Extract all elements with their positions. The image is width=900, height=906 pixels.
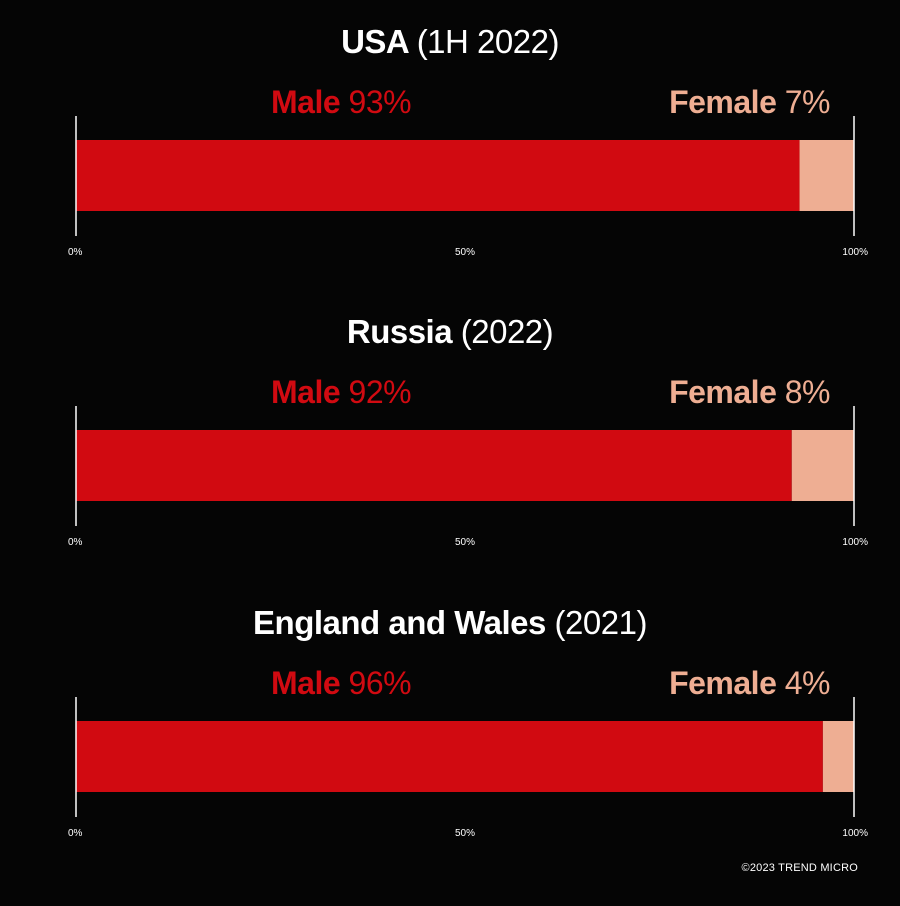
tick-label-100: 100% bbox=[842, 537, 868, 548]
female-series-name: Female bbox=[669, 84, 777, 120]
tick-label-100: 100% bbox=[842, 828, 868, 839]
male-series-name: Male bbox=[271, 84, 341, 120]
male-share-value: 93% bbox=[348, 84, 412, 120]
female-series-name: Female bbox=[669, 665, 777, 701]
male-series-name: Male bbox=[271, 374, 341, 410]
bar-segment-female bbox=[822, 721, 854, 792]
tick-label-50: 50% bbox=[455, 247, 475, 258]
male-share-value: 96% bbox=[348, 665, 412, 701]
female-share-value: 8% bbox=[784, 374, 831, 410]
chart-title-russia: Russia (2022) bbox=[0, 312, 900, 352]
tick-label-100: 100% bbox=[842, 247, 868, 258]
female-share-value: 4% bbox=[784, 665, 831, 701]
bar-segment-male bbox=[76, 721, 823, 792]
female-series-name: Female bbox=[669, 374, 777, 410]
bar-segment-male bbox=[76, 140, 800, 211]
chart-title-period: (2022) bbox=[460, 313, 554, 350]
copyright-footer: ©2023 TREND MICRO bbox=[741, 862, 858, 874]
tick-label-0: 0% bbox=[68, 537, 83, 548]
tick-label-0: 0% bbox=[68, 828, 83, 839]
chart-svg-russia: 0% 50% 100% bbox=[68, 406, 868, 548]
male-share-label: Male 96% bbox=[271, 663, 412, 703]
bar-segment-female bbox=[799, 140, 854, 211]
male-share-label: Male 93% bbox=[271, 82, 412, 122]
chart-title-period: (2021) bbox=[554, 604, 648, 641]
male-share-label: Male 92% bbox=[271, 372, 412, 412]
chart-title-period: (1H 2022) bbox=[416, 23, 560, 60]
chart-svg-usa: 0% 50% 100% bbox=[68, 116, 868, 258]
female-share-label: Female 8% bbox=[669, 372, 830, 412]
female-share-label: Female 4% bbox=[669, 663, 830, 703]
chart-title-england-wales: England and Wales (2021) bbox=[0, 603, 900, 643]
male-series-name: Male bbox=[271, 665, 341, 701]
chart-panel-russia: 0% 50% 100% Russia (2022) Male 92% Female … bbox=[0, 290, 900, 580]
chart-panel-england-wales: 0% 50% 100% England and Wales (2021) Male … bbox=[0, 581, 900, 871]
female-share-value: 7% bbox=[784, 84, 831, 120]
male-share-value: 92% bbox=[348, 374, 412, 410]
chart-panel-usa: 0% 50% 100% USA (1H 2022) Male 93% Female … bbox=[0, 0, 900, 290]
chart-title-usa: USA (1H 2022) bbox=[0, 22, 900, 62]
chart-title-main: England and Wales bbox=[253, 604, 546, 641]
bar-segment-male bbox=[76, 430, 792, 501]
chart-svg-england-wales: 0% 50% 100% bbox=[68, 697, 868, 839]
bar-segment-female bbox=[791, 430, 854, 501]
chart-title-main: USA bbox=[341, 23, 409, 60]
female-share-label: Female 7% bbox=[669, 82, 830, 122]
tick-label-50: 50% bbox=[455, 537, 475, 548]
tick-label-0: 0% bbox=[68, 247, 83, 258]
chart-title-main: Russia bbox=[346, 313, 453, 350]
tick-label-50: 50% bbox=[455, 828, 475, 839]
